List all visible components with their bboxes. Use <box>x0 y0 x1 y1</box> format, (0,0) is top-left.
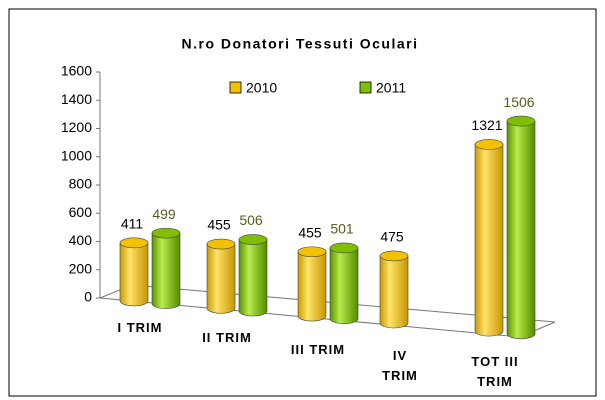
bar-top <box>297 246 327 258</box>
x-tick-label: III TRIM <box>290 342 346 357</box>
legend-label: 2010 <box>246 80 277 96</box>
bar <box>238 239 268 317</box>
bar <box>329 247 359 325</box>
bar-top <box>238 234 268 245</box>
bar <box>151 232 181 309</box>
x-tick-label: II TRIM <box>202 330 252 345</box>
bar <box>379 255 409 329</box>
y-tick-label: 600 <box>69 204 93 220</box>
data-label: 1321 <box>471 117 502 133</box>
data-label: 455 <box>207 217 231 233</box>
bar-top <box>206 238 236 250</box>
x-tick-label: IV TRIM <box>382 348 418 383</box>
y-tick-label: 400 <box>69 232 93 248</box>
data-label: 506 <box>239 212 263 228</box>
bar-top <box>151 227 181 239</box>
data-label: 475 <box>380 229 404 245</box>
data-label: 1506 <box>503 94 534 110</box>
data-label: 501 <box>330 221 354 237</box>
x-tick-label: TOT III TRIM <box>471 354 519 389</box>
bar <box>206 243 236 314</box>
y-tick-label: 800 <box>69 176 93 192</box>
y-tick-label: 1400 <box>61 91 92 107</box>
chart-title: N.ro Donatori Tessuti Oculari <box>182 36 419 52</box>
bar <box>119 242 149 307</box>
x-tick-label: I TRIM <box>117 320 163 335</box>
legend-swatch <box>229 81 242 94</box>
bar-top <box>379 250 409 262</box>
bar-top <box>506 115 536 127</box>
y-tick-label: 1200 <box>61 119 92 135</box>
y-tick-label: 0 <box>84 289 92 305</box>
y-tick-label: 1600 <box>61 63 92 79</box>
data-label: 499 <box>152 206 176 222</box>
data-label: 455 <box>298 224 322 240</box>
bar <box>506 120 536 340</box>
y-tick-label: 1000 <box>61 147 92 163</box>
data-label: 411 <box>121 216 144 232</box>
bar <box>297 251 327 322</box>
legend-swatch <box>359 81 372 94</box>
legend-label: 2011 <box>376 80 406 96</box>
bar-top <box>329 242 359 254</box>
bar-top <box>474 139 504 150</box>
bar-top <box>119 237 149 249</box>
y-tick-label: 200 <box>69 260 93 276</box>
bar <box>474 144 504 337</box>
